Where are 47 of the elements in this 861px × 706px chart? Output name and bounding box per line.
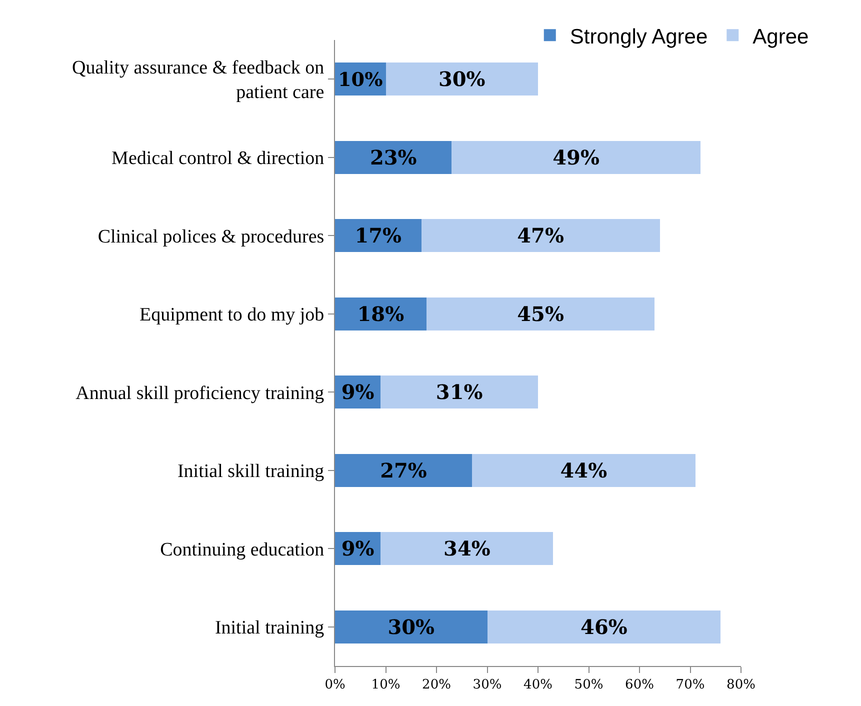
data-label: 27% [380, 458, 427, 482]
data-label: 18% [357, 302, 404, 326]
y-tick-label: Initial skill training [177, 461, 325, 482]
x-tick-label: 10% [371, 678, 400, 693]
legend-label: Strongly Agree [570, 25, 708, 48]
bar [335, 140, 452, 174]
data-label: 30% [438, 67, 486, 92]
bar [380, 532, 554, 566]
data-label: 30% [388, 614, 435, 639]
bar [386, 62, 538, 96]
x-tick-label: 40% [524, 678, 552, 693]
y-tick-label: Quality assurance & feedback on patient care [72, 57, 325, 104]
data-label: 47% [517, 224, 564, 248]
data-label: 45% [517, 302, 564, 326]
bar [380, 376, 538, 409]
x-tick-label: 70% [676, 678, 705, 693]
data-label: 34% [444, 536, 490, 561]
y-tick-label: Initial training [214, 618, 325, 639]
y-tick-label: Medical control & direction [112, 148, 325, 170]
legend-label: Agree [752, 25, 809, 48]
x-tick-label: 20% [422, 678, 451, 693]
x-tick-label: 0% [324, 678, 346, 693]
x-tick-label: 80% [726, 678, 756, 693]
bar [335, 454, 472, 487]
bar [335, 219, 422, 252]
bar [452, 140, 700, 174]
bar [335, 610, 488, 644]
data-label: 23% [370, 145, 417, 170]
y-tick-label: Annual skill proficiency training [76, 382, 325, 404]
data-label: 17% [354, 224, 402, 248]
bar [487, 610, 721, 644]
data-label: 9% [341, 536, 374, 561]
data-label: 9% [341, 380, 374, 404]
data-label: 44% [560, 458, 608, 482]
x-tick-label: 60% [625, 678, 654, 693]
data-label: 31% [436, 380, 483, 404]
y-tick-label: Clinical polices & procedures [98, 226, 324, 248]
bar [472, 454, 696, 487]
bar [421, 219, 660, 252]
bar [426, 297, 655, 330]
data-label: 46% [580, 614, 628, 639]
data-label: 49% [552, 145, 600, 170]
x-tick-label: 30% [472, 678, 502, 693]
y-tick-label: Equipment to do my job [139, 304, 324, 326]
x-tick-label: 50% [574, 678, 604, 693]
y-tick-label: Continuing education [160, 539, 325, 560]
data-label: 10% [338, 68, 383, 91]
